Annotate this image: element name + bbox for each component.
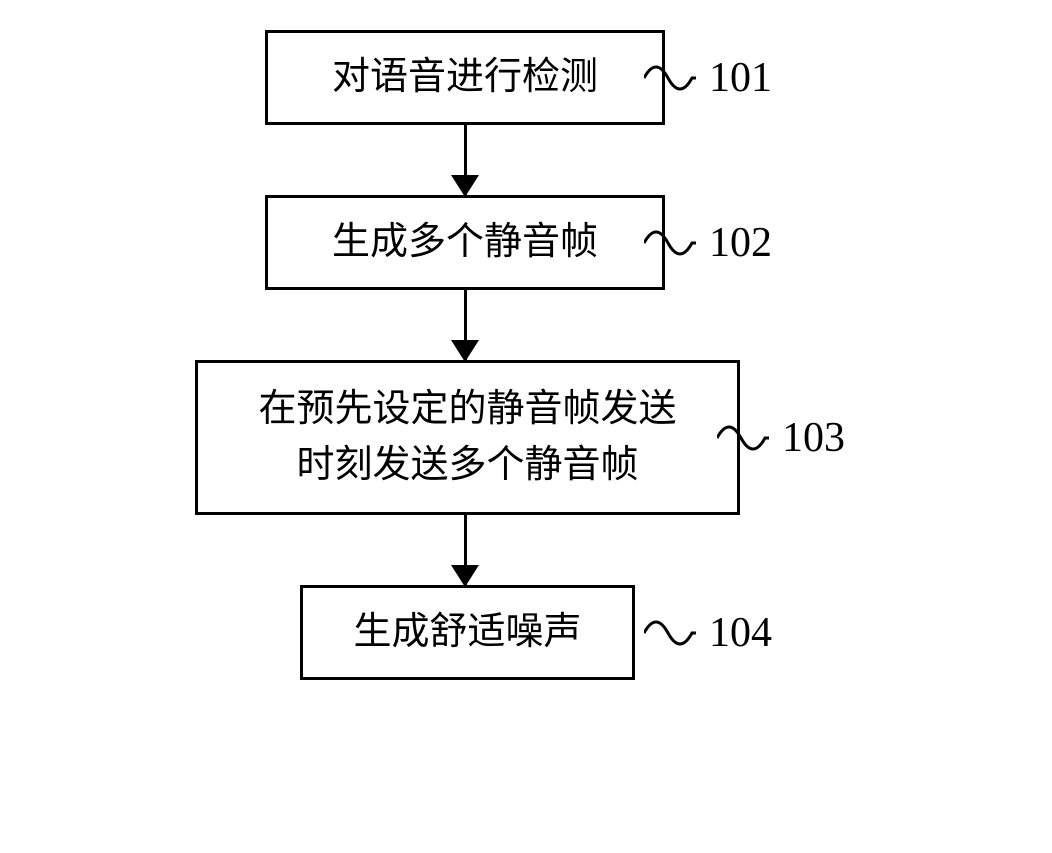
arrow-1 [180, 125, 750, 195]
wavy-icon [644, 48, 704, 108]
flow-node-1-text: 对语音进行检测 [332, 50, 598, 105]
arrow-icon [464, 125, 467, 195]
arrow-icon [464, 515, 467, 585]
flow-node-2-text: 生成多个静音帧 [332, 215, 598, 270]
wavy-icon [644, 213, 704, 273]
flow-node-2: 生成多个静音帧 102 [265, 195, 665, 290]
arrow-icon [464, 290, 467, 360]
arrow-3 [180, 515, 750, 585]
flowchart-container: 对语音进行检测 101 生成多个静音帧 102 在预先设定的静音帧发送 时刻发送… [180, 30, 880, 680]
flow-node-3-text: 在预先设定的静音帧发送 时刻发送多个静音帧 [258, 382, 676, 492]
reference-label-1: 101 [709, 54, 772, 102]
flow-node-1: 对语音进行检测 101 [265, 30, 665, 125]
wavy-icon [644, 603, 704, 663]
wavy-connector-3: 103 [717, 408, 845, 468]
reference-label-4: 104 [709, 609, 772, 657]
flow-node-3: 在预先设定的静音帧发送 时刻发送多个静音帧 103 [195, 360, 740, 515]
wavy-connector-1: 101 [644, 48, 772, 108]
reference-label-2: 102 [709, 219, 772, 267]
wavy-connector-2: 102 [644, 213, 772, 273]
arrow-2 [180, 290, 750, 360]
wavy-icon [717, 408, 777, 468]
reference-label-3: 103 [782, 414, 845, 462]
flow-node-4-text: 生成舒适噪声 [353, 605, 581, 660]
flow-node-4: 生成舒适噪声 104 [300, 585, 635, 680]
wavy-connector-4: 104 [644, 603, 772, 663]
